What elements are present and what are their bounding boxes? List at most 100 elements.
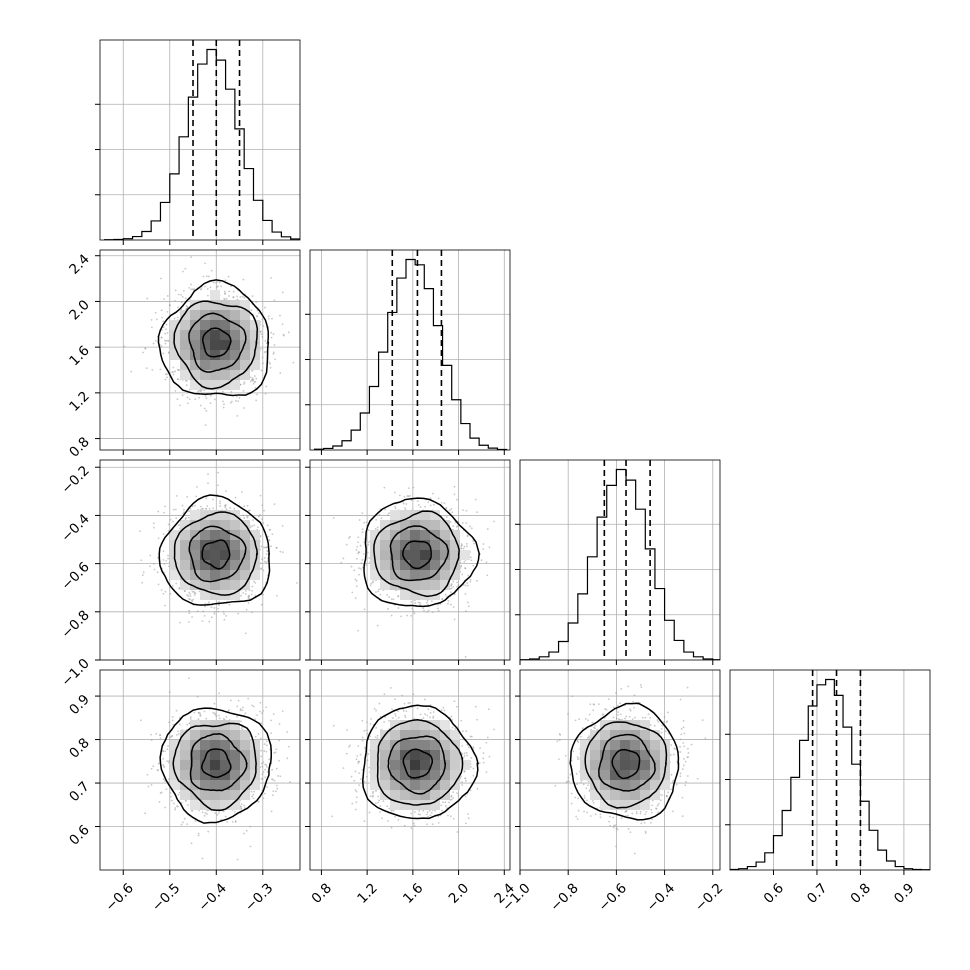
scatter-point (174, 289, 177, 292)
scatter-point (252, 797, 255, 800)
scatter-point (633, 706, 635, 709)
scatter-point (166, 748, 169, 751)
scatter-point (173, 317, 176, 320)
scatter-point (426, 601, 428, 604)
scatter-point (374, 736, 377, 739)
scatter-point (452, 817, 455, 820)
scatter-point (453, 618, 456, 621)
panel-frame (99, 249, 301, 451)
scatter-point (369, 735, 371, 738)
scatter-point (192, 598, 195, 601)
scatter-point (479, 747, 481, 750)
density-cell (200, 550, 210, 560)
scatter-point (166, 311, 169, 313)
scatter-point (357, 629, 359, 632)
hist-panel-frame (729, 669, 931, 871)
scatter-point (462, 547, 465, 550)
scatter-point (140, 559, 143, 562)
contour-group (159, 707, 272, 824)
scatter-point (482, 752, 485, 754)
density-cell (400, 510, 410, 520)
scatter-point (418, 810, 421, 812)
scatter-point (168, 352, 170, 355)
scatter-point (218, 717, 221, 720)
scatter-point (397, 595, 399, 598)
scatter-point (168, 304, 171, 307)
contour-level-3 (157, 279, 270, 397)
scatter-point (667, 711, 669, 714)
scatter-point (412, 610, 415, 613)
scatter-point (465, 610, 467, 613)
scatter-point (592, 703, 595, 706)
scatter-point (584, 718, 587, 720)
scatter-point (209, 402, 212, 405)
scatter-point (275, 594, 278, 597)
scatter-point (558, 733, 561, 735)
scatter-point (576, 783, 578, 785)
scatter-point (570, 792, 573, 795)
scatter-point (669, 754, 672, 756)
scatter-point (259, 710, 261, 713)
scatter-point (174, 390, 177, 392)
scatter-point (454, 728, 457, 730)
scatter-point (378, 514, 381, 516)
scatter-point (485, 561, 488, 564)
scatter-point (620, 687, 623, 690)
scatter-point (224, 292, 226, 295)
scatter-point (431, 823, 434, 826)
density-cell (180, 540, 190, 550)
scatter-point (260, 755, 263, 758)
density-cell (620, 800, 630, 810)
density-cell (210, 800, 220, 810)
scatter-point (392, 598, 395, 601)
density-cell (600, 750, 610, 760)
scatter-point (174, 807, 177, 809)
scatter-point (615, 709, 618, 711)
scatter-point (388, 596, 391, 598)
density-cell (210, 790, 220, 800)
contour-level-0 (200, 748, 232, 779)
scatter-point (287, 331, 290, 334)
scatter-point (436, 607, 439, 610)
scatter-point (203, 614, 206, 617)
density-cell (240, 770, 250, 780)
scatter-point (472, 747, 475, 750)
y-tick-label: 0.6 (66, 822, 93, 849)
scatter-point (190, 283, 192, 286)
scatter-point (241, 709, 244, 712)
density-cell (240, 300, 250, 310)
scatter-point (237, 612, 240, 615)
scatter-point (146, 297, 149, 300)
scatter-point (358, 772, 361, 774)
scatter-point (193, 711, 196, 714)
scatter-point (160, 345, 163, 347)
scatter-point (199, 714, 202, 717)
density-cell (380, 550, 390, 560)
scatter-point (659, 799, 662, 802)
scatter-point (257, 312, 260, 315)
density-cell (230, 360, 240, 370)
density-cell (200, 750, 210, 760)
scatter-point (368, 811, 371, 814)
scatter-point (223, 613, 225, 615)
scatter-point (672, 753, 675, 756)
density-cell (640, 770, 650, 780)
scatter-point (465, 509, 468, 512)
scatter-point (680, 733, 683, 736)
scatter-point (152, 342, 155, 345)
scatter-point (235, 399, 237, 402)
scatter-point (163, 780, 166, 782)
scatter-point (212, 712, 215, 714)
tick-layer (95, 103, 905, 875)
scatter-point (586, 736, 589, 739)
scatter-point (228, 295, 230, 297)
scatter-point (582, 783, 585, 786)
scatter-point (451, 726, 454, 729)
scatter-point (429, 711, 432, 714)
density-cell (190, 580, 200, 590)
x-tick-label: −0.3 (242, 880, 276, 914)
scatter-point (176, 378, 179, 381)
scatter-point (155, 732, 157, 735)
scatter-point (423, 609, 425, 612)
density-cell (430, 770, 440, 780)
